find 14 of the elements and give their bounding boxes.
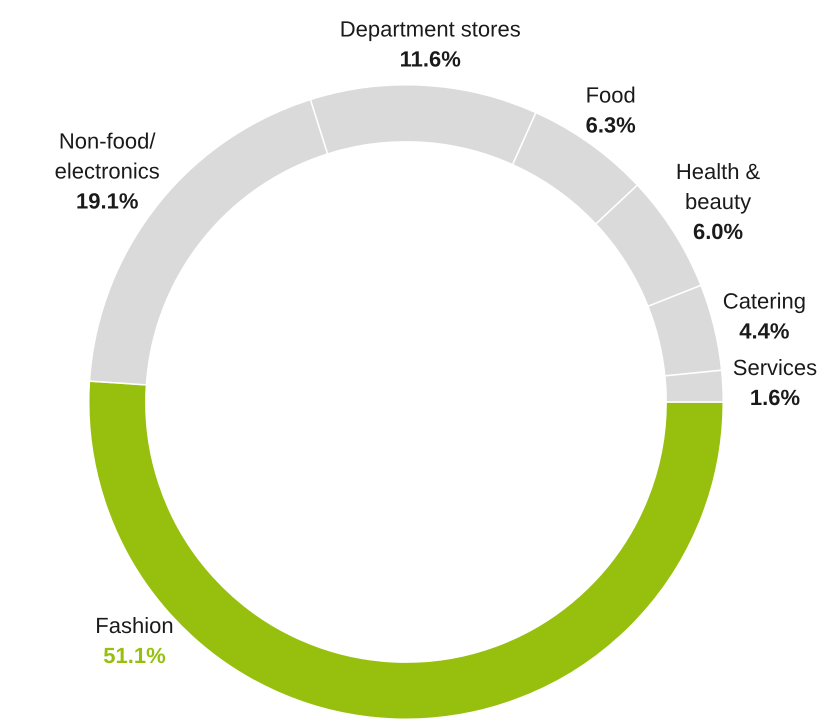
- slice-label: Department stores: [340, 16, 521, 42]
- data-label: 6.3%: [586, 112, 636, 138]
- slice-label: Non-food/ electronics: [54, 128, 160, 184]
- slice-label: Services: [732, 355, 818, 380]
- data-label: 11.6%: [400, 46, 461, 72]
- data-label: 51.1%: [103, 642, 166, 668]
- slice-label: Health & beauty: [676, 158, 761, 214]
- slice-label: Catering: [722, 288, 806, 314]
- data-label: 4.4%: [739, 318, 790, 344]
- data-label: 1.6%: [750, 385, 800, 410]
- data-label: 19.1%: [76, 188, 138, 214]
- slice-label: Fashion: [95, 612, 174, 638]
- slice-label: Food: [586, 82, 636, 108]
- data-label: 6.0%: [692, 218, 744, 244]
